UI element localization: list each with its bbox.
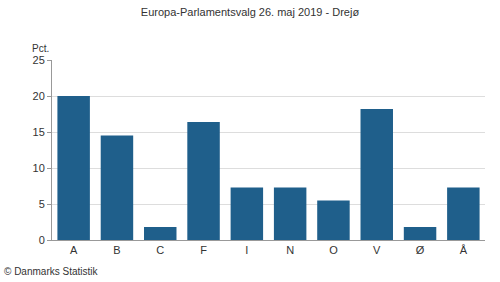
svg-text:10: 10: [33, 162, 45, 174]
svg-text:N: N: [286, 244, 294, 256]
svg-text:15: 15: [33, 126, 45, 138]
svg-text:Ø: Ø: [416, 244, 425, 256]
svg-text:5: 5: [39, 198, 45, 210]
svg-text:O: O: [329, 244, 338, 256]
svg-text:Å: Å: [460, 244, 468, 256]
svg-text:C: C: [156, 244, 164, 256]
svg-text:V: V: [373, 244, 381, 256]
svg-text:0: 0: [39, 234, 45, 246]
svg-text:I: I: [245, 244, 248, 256]
svg-text:Europa-Parlamentsvalg 26. maj: Europa-Parlamentsvalg 26. maj 2019 - Dre…: [141, 6, 360, 18]
svg-text:25: 25: [33, 54, 45, 66]
svg-text:Pct.: Pct.: [32, 43, 49, 54]
svg-text:© Danmarks Statistik: © Danmarks Statistik: [4, 266, 99, 277]
svg-text:20: 20: [33, 90, 45, 102]
svg-text:F: F: [200, 244, 207, 256]
svg-text:A: A: [70, 244, 78, 256]
svg-text:B: B: [113, 244, 120, 256]
